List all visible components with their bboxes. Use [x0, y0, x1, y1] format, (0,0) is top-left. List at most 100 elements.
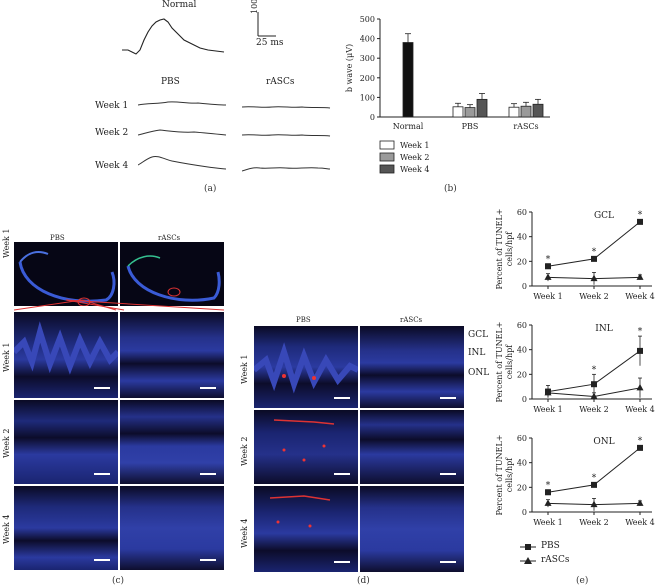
col-pbs-label: PBS: [161, 77, 180, 87]
bar: [520, 105, 532, 118]
y-axis-label-line1: Percent of TUNEL+: [495, 322, 504, 403]
point-pbs: [637, 444, 643, 451]
point-rascs: [544, 499, 552, 506]
x-tick-label: Week 2: [579, 518, 609, 527]
point-rascs: [590, 274, 598, 282]
c-w4-pbs: [14, 486, 118, 570]
onl-line-chart: 0 20 40 60 Week 1 Week 2 Week 4 ONL Percent of T…: [495, 434, 655, 527]
y-axis-label-line1: Percent of TUNEL+: [495, 435, 504, 516]
point-rascs: [636, 499, 644, 506]
significance-marker: *: [592, 365, 597, 375]
legend-label: Week 1: [400, 141, 430, 150]
significance-marker: *: [546, 481, 551, 491]
bar: [402, 42, 414, 118]
legend-swatch: [379, 164, 395, 174]
y-tick-label: 400: [360, 35, 375, 44]
y-axis-label-line2: cells/hpf: [505, 344, 514, 379]
row-week4-label: Week 4: [95, 161, 129, 171]
bar: [452, 106, 464, 118]
scale-voltage-label: 100 μV: [250, 0, 259, 14]
y-tick-label: 200: [360, 74, 375, 83]
x-tick-label: Week 4: [625, 292, 655, 301]
y-tick-label: 60: [517, 208, 527, 217]
point-rascs: [590, 392, 598, 400]
point-pbs: [545, 263, 551, 270]
x-tick-label: Week 2: [579, 292, 609, 301]
inl-line-chart: 0 20 40 60 Week 1 Week 2 Week 4 INL Percent of T…: [495, 321, 655, 414]
gcl-line-chart: 0 20 40 60 Week 1 Week 2 Week 4 GCL Percent of T…: [495, 208, 655, 301]
legend-label: Week 2: [400, 153, 430, 162]
x-group-label: rASCs: [513, 122, 538, 131]
c-w4-rascs: [120, 486, 224, 570]
significance-marker: *: [546, 255, 551, 265]
point-pbs: [591, 381, 597, 388]
panel-c-letter: (c): [112, 576, 125, 586]
y-tick-label: 20: [517, 257, 527, 266]
d-row-week1: Week 1: [240, 354, 249, 384]
row-week1-label: Week 1: [95, 101, 129, 111]
d-w4-pbs: [254, 486, 358, 572]
x-tick-label: Week 2: [579, 405, 609, 414]
panel-b-letter: (b): [444, 184, 457, 194]
d-row-week2: Week 2: [240, 436, 249, 466]
y-tick-label: 40: [517, 459, 527, 468]
significance-marker: *: [592, 247, 597, 257]
c-w2-pbs: [14, 400, 118, 484]
col-rascs-label: rASCs: [266, 77, 295, 87]
bar: [508, 106, 520, 118]
x-tick-label: Week 4: [625, 518, 655, 527]
c-overview-pbs: [14, 242, 118, 306]
x-group-label: PBS: [462, 122, 479, 131]
x-tick-label: Week 1: [533, 518, 563, 527]
x-group-label: Normal: [393, 122, 424, 131]
point-pbs: [591, 255, 597, 262]
c-w2-rascs: [120, 400, 224, 484]
chart-title: ONL: [593, 437, 614, 447]
legend-marker-pbs: [525, 544, 531, 550]
point-rascs: [544, 388, 552, 396]
d-w4-rascs: [360, 486, 464, 572]
pbs-traces: [138, 101, 227, 170]
normal-label: Normal: [162, 0, 197, 10]
y-axis-label-line2: cells/hpf: [505, 457, 514, 492]
panel-d-letter: (d): [357, 576, 370, 586]
e-legend-rascs: rASCs: [541, 555, 570, 565]
scale-bar: [257, 12, 276, 37]
y-tick-label: 100: [360, 93, 375, 102]
significance-marker: *: [638, 436, 643, 446]
d-col-rascs: rASCs: [400, 316, 423, 324]
y-tick-label: 500: [360, 15, 375, 24]
legend-swatch: [379, 140, 395, 150]
chart-title: INL: [595, 324, 612, 334]
legend-marker-rascs: [524, 557, 532, 564]
c-row-week4: Week 4: [2, 514, 11, 544]
point-rascs: [636, 383, 644, 391]
c-w1-rascs: [120, 312, 224, 398]
point-rascs: [636, 273, 644, 280]
d-layer-onl: ONL: [468, 368, 490, 378]
bwave-bar-chart: 0 100 200 300 400 500 b wave (μV) Normal PBS rASC…: [345, 15, 550, 174]
c-zoom-lines: [13, 299, 225, 311]
x-tick-label: Week 1: [533, 292, 563, 301]
y-tick-label: 0: [370, 113, 375, 122]
c-w1-pbs: [14, 312, 118, 398]
c-row-week1: Week 1: [2, 342, 11, 372]
y-tick-label: 0: [522, 282, 527, 291]
chart-title: GCL: [594, 211, 614, 221]
normal-erg-trace: [122, 18, 225, 55]
y-axis-label-line1: Percent of TUNEL+: [495, 209, 504, 290]
point-pbs: [591, 481, 597, 488]
y-tick-label: 20: [517, 370, 527, 379]
d-layer-gcl: GCL: [468, 330, 489, 340]
d-col-pbs: PBS: [296, 316, 311, 324]
c-col-rascs: rASCs: [158, 234, 181, 242]
row-week2-label: Week 2: [95, 128, 129, 138]
x-tick-label: Week 4: [625, 405, 655, 414]
d-w2-rascs: [360, 410, 464, 484]
scale-time-label: 25 ms: [256, 38, 284, 48]
significance-marker: *: [592, 473, 597, 483]
e-legend-markers: [520, 544, 536, 564]
d-w2-pbs: [254, 410, 358, 484]
legend-label: Week 4: [400, 165, 430, 174]
bar: [476, 98, 488, 118]
